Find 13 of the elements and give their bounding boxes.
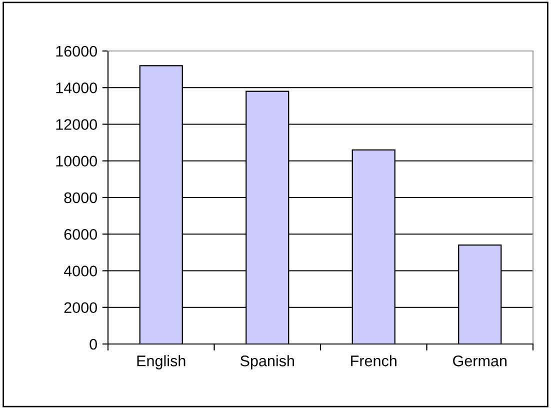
y-tick-label: 4000 [64,266,97,276]
y-tick-label: 6000 [64,228,97,240]
y-tick-label: 8000 [64,192,97,204]
y-tick-label: 2000 [64,302,97,314]
y-tick-label: 12000 [56,119,97,130]
y-tick-label: 14000 [56,82,97,94]
x-tick-label: Spanish [240,355,294,370]
x-tick-label: English [137,355,186,370]
x-tick-label: French [351,355,396,366]
y-tick-label: 10000 [56,156,97,167]
x-tick-label: German [453,356,506,366]
y-tick-label: 0 [90,338,97,350]
y-tick-label: 16000 [56,46,97,57]
